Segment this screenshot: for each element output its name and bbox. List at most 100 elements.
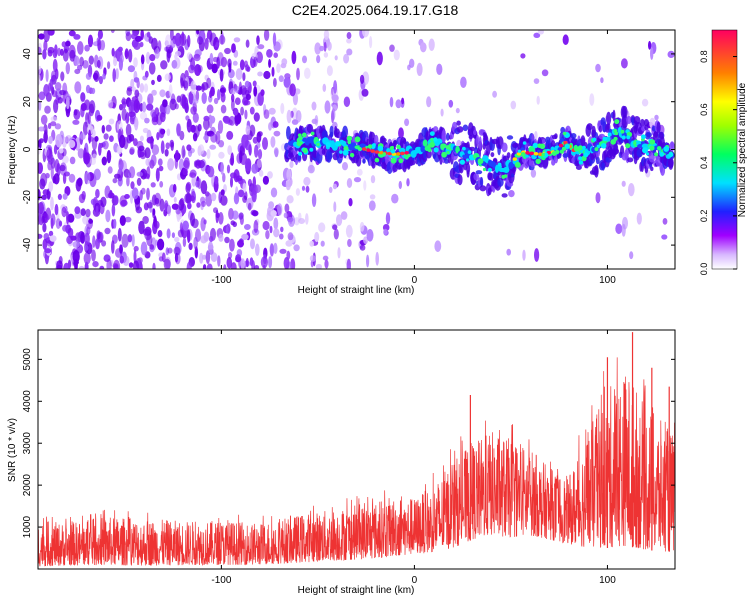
- spectrogram-signal-spread: [606, 111, 612, 126]
- spectrogram-noise-blob: [67, 227, 74, 238]
- spectrogram-noise-blob: [389, 44, 395, 52]
- spectrogram-noise-blob: [80, 92, 86, 102]
- spectrogram-noise-blob: [88, 218, 93, 224]
- colorbar-tick-label: 0.6: [699, 103, 709, 116]
- spectrogram-noise-blob: [200, 180, 208, 195]
- snr-xtick-label: 0: [412, 575, 418, 586]
- spectrogram-signal-spread: [501, 193, 508, 198]
- spectrogram-noise-blob: [289, 83, 296, 97]
- spectrogram-noise-blob: [267, 171, 273, 179]
- spectrogram-noise-blob: [319, 45, 325, 52]
- spectrogram-noise-blob: [128, 134, 135, 142]
- spectrogram-noise-blob: [207, 166, 215, 178]
- spectrogram-noise-blob: [492, 90, 497, 98]
- spectrogram-signal-hotspot: [366, 148, 371, 152]
- spectrogram-noise-blob: [141, 187, 146, 195]
- spectrogram-noise-blob: [260, 89, 265, 97]
- spectrogram-noise-blob: [301, 185, 306, 191]
- spectrogram-noise-blob: [375, 251, 380, 266]
- spectrogram-noise-blob: [203, 231, 210, 242]
- spectrogram-noise-blob: [54, 44, 58, 57]
- spectrogram-noise-blob: [254, 144, 259, 158]
- spectrogram-signal-dot: [377, 145, 384, 152]
- spectrogram-noise-blob: [164, 149, 169, 157]
- spectrogram-noise-blob: [168, 84, 173, 98]
- spectrogram-signal-dot: [310, 131, 315, 136]
- spectrogram-signal-dot: [649, 145, 655, 151]
- spectrogram-noise-blob: [227, 145, 233, 156]
- snr-panel: -100 0 100 1000 2000 3000 4000 5000 Height of s…: [7, 329, 676, 596]
- spectrogram-noise-blob: [345, 224, 353, 238]
- spectrogram-noise-blob: [283, 257, 290, 269]
- spectrogram-noise-blob: [258, 169, 264, 177]
- spectrogram-noise-blob: [252, 184, 258, 196]
- spectrogram-noise-blob: [83, 252, 91, 265]
- spectrogram-noise-blob: [91, 249, 96, 262]
- spectrogram-noise-blob: [309, 240, 315, 247]
- spectrogram-noise-blob: [332, 224, 338, 230]
- spectrogram-noise-blob: [151, 116, 159, 126]
- spectrogram-noise-blob: [436, 63, 443, 75]
- spectrogram-signal-spread: [362, 158, 366, 164]
- spectrogram-noise-blob: [178, 199, 185, 211]
- spectrogram-signal-dot: [309, 147, 314, 152]
- spectrogram-noise-blob: [340, 211, 348, 220]
- spectrogram-noise-blob: [257, 131, 263, 137]
- spectrogram-noise-blob: [47, 160, 53, 171]
- spectrogram-noise-blob: [322, 83, 327, 92]
- spectrogram-noise-blob: [80, 208, 86, 217]
- spectrogram-noise-blob: [346, 32, 352, 39]
- spectrogram-noise-blob: [298, 218, 306, 224]
- spectrogram-noise-blob: [229, 238, 235, 252]
- spectrogram-noise-blob: [279, 233, 284, 240]
- spectrogram-noise-blob: [133, 77, 140, 83]
- spectrogram-noise-blob: [217, 120, 224, 134]
- spectrogram-noise-blob: [129, 146, 135, 155]
- spectrogram-noise-blob: [323, 41, 327, 52]
- spectrogram-signal-hotspot: [387, 151, 392, 156]
- spectrogram-noise-blob: [286, 109, 292, 124]
- spectrogram-noise-blob: [203, 118, 210, 131]
- spectrogram-noise-blob: [238, 214, 243, 220]
- spectrogram-noise-blob: [302, 55, 307, 64]
- spectrogram-noise-blob: [182, 168, 188, 176]
- spectrogram-signal-hotspot: [516, 152, 522, 156]
- spectrogram-noise-blob: [222, 172, 226, 183]
- spectrogram-noise-blob: [188, 91, 194, 105]
- spectrogram-noise-blob: [650, 47, 654, 60]
- spectrogram-noise-blob: [154, 47, 160, 59]
- spectrogram-noise-blob: [230, 262, 237, 269]
- spectrogram-noise-blob: [331, 94, 339, 104]
- spectrogram-noise-blob: [147, 201, 153, 209]
- spectrogram-signal-dot: [357, 147, 362, 151]
- spectrogram-noise-blob: [342, 162, 348, 171]
- spectrogram-signal-dot: [441, 151, 447, 158]
- spectrogram-noise-blob: [54, 82, 62, 91]
- spectrogram-noise-blob: [232, 107, 239, 116]
- spectrogram-noise-blob: [93, 168, 101, 181]
- spectrogram-signal-spread: [392, 140, 398, 146]
- spectrogram-noise-blob: [311, 193, 317, 207]
- spectrogram-noise-blob: [244, 89, 250, 96]
- spectrogram-noise-blob: [38, 33, 45, 40]
- spectrogram-signal-dot: [467, 150, 472, 155]
- spectrogram-signal-spread: [667, 157, 674, 168]
- spectrogram-noise-blob: [56, 260, 63, 269]
- spectrogram-signal-spread: [562, 153, 569, 158]
- spectrogram-noise-blob: [279, 248, 287, 254]
- spectrogram-noise-blob: [109, 190, 113, 198]
- spectrogram-noise-blob: [136, 140, 144, 150]
- spectrogram-noise-blob: [276, 63, 281, 74]
- spectrogram-noise-blob: [219, 87, 226, 93]
- spectrogram-noise-blob: [91, 87, 96, 95]
- spectrogram-ytick-label: -40: [22, 237, 33, 252]
- spectrogram-noise-blob: [192, 98, 199, 104]
- spectrogram-signal-spread: [468, 146, 476, 152]
- spectrogram-noise-blob: [283, 77, 291, 88]
- spectrogram-noise-blob: [126, 175, 130, 187]
- spectrogram-noise-blob: [157, 230, 163, 238]
- spectrogram-noise-blob: [389, 96, 394, 108]
- spectrogram-noise-blob: [41, 215, 45, 224]
- spectrogram-signal-core: [528, 145, 536, 154]
- spectrogram-noise-blob: [534, 248, 540, 262]
